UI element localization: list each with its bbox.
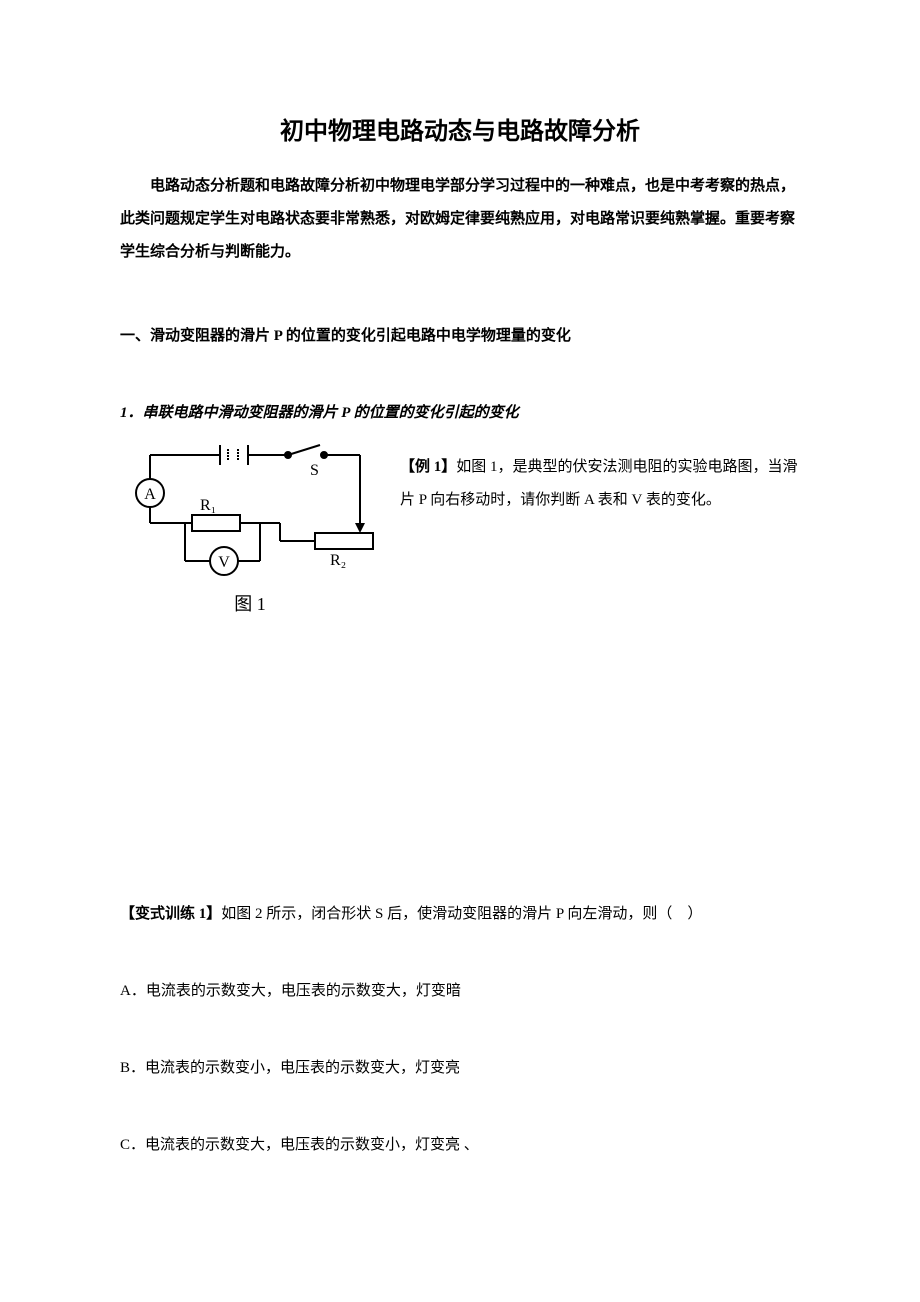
r2-label: R₂ [330, 552, 346, 569]
example-1-body: 如图 1，是典型的伏安法测电阻的实验电路图，当滑片 P 向右移动时，请你判断 A… [400, 459, 798, 508]
subsection-1-1-heading: 1．串联电路中滑动变阻器的滑片 P 的位置的变化引起的变化 [120, 400, 800, 427]
section-1-heading: 一、滑动变阻器的滑片 P 的位置的变化引起电路中电学物理量的变化 [120, 323, 800, 350]
option-a: A．电流表的示数变大，电压表的示数变大，灯变暗 [120, 978, 800, 1005]
page-title: 初中物理电路动态与电路故障分析 [120, 120, 800, 144]
example-1-label: 【例 1】 [400, 459, 456, 475]
circuit-diagram-1: A V S R₁ R₂ 图 1 [120, 435, 380, 629]
ammeter-label: A [144, 486, 156, 503]
example-1-block: A V S R₁ R₂ 图 1 【例 1】如图 1，是典型的伏安法测电阻的实验电… [120, 435, 800, 629]
voltmeter-label: V [218, 554, 230, 571]
switch-label: S [310, 462, 319, 479]
variant-1-text: 如图 2 所示，闭合形状 S 后，使滑动变阻器的滑片 P 向左滑动，则（ ） [221, 906, 702, 922]
spacer [120, 671, 800, 901]
example-1-text: 【例 1】如图 1，是典型的伏安法测电阻的实验电路图，当滑片 P 向右移动时，请… [400, 435, 800, 517]
r1-label: R₁ [200, 497, 216, 514]
option-c: C．电流表的示数变大，电压表的示数变小，灯变亮 、 [120, 1132, 800, 1159]
circuit-svg: A V S R₁ R₂ 图 1 [120, 435, 380, 625]
option-b: B．电流表的示数变小，电压表的示数变大，灯变亮 [120, 1055, 800, 1082]
variant-1-question: 【变式训练 1】如图 2 所示，闭合形状 S 后，使滑动变阻器的滑片 P 向左滑… [120, 901, 800, 928]
diagram-caption: 图 1 [234, 594, 266, 614]
intro-paragraph: 电路动态分析题和电路故障分析初中物理电学部分学习过程中的一种难点，也是中考考察的… [120, 170, 800, 269]
variant-1-label: 【变式训练 1】 [120, 906, 221, 922]
